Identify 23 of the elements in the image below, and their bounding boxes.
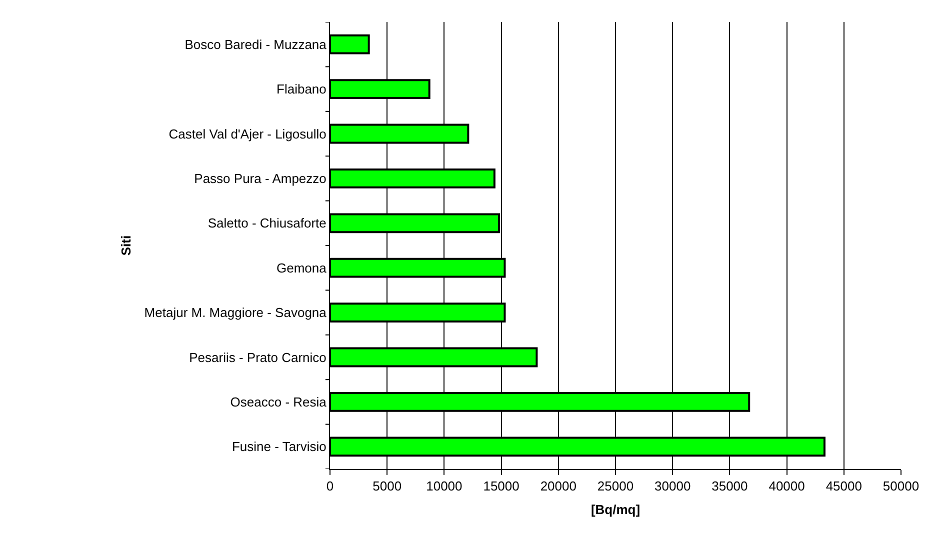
y-tick-label: Pesariis - Prato Carnico — [189, 350, 326, 365]
y-tick-label: Saletto - Chiusaforte — [208, 216, 326, 231]
y-tick-label: Flaibano — [276, 82, 326, 97]
x-tick-label: 40000 — [768, 478, 805, 494]
x-tick-label: 45000 — [826, 478, 862, 494]
x-tick-label: 15000 — [483, 478, 520, 494]
y-tick-label: Metajur M. Maggiore - Savogna — [144, 305, 328, 320]
x-tick-label: 25000 — [597, 478, 634, 494]
y-tick-label: Bosco Baredi - Muzzana — [184, 36, 328, 52]
y-tick-label: Fusine - Tarvisio — [232, 439, 326, 454]
x-tick-label: 10000 — [426, 478, 462, 494]
y-tick-label: Passo Pura - Ampezzo — [194, 171, 326, 186]
y-axis-title: Siti — [118, 235, 134, 256]
y-tick-label: Castel Val d'Ajer - Ligosullo — [168, 126, 326, 142]
x-tick-label: 20000 — [540, 478, 576, 494]
x-tick-label: 0 — [326, 478, 334, 494]
x-axis-title: [Bq/mq] — [590, 502, 640, 518]
y-tick-label: Gemona — [276, 260, 328, 276]
x-tick-label: 50000 — [882, 478, 920, 494]
y-tick-label: Oseacco - Resia — [230, 394, 328, 410]
x-tick-label: 35000 — [712, 478, 748, 494]
x-tick-label: 30000 — [654, 478, 691, 494]
x-tick-label: 5000 — [372, 478, 402, 494]
